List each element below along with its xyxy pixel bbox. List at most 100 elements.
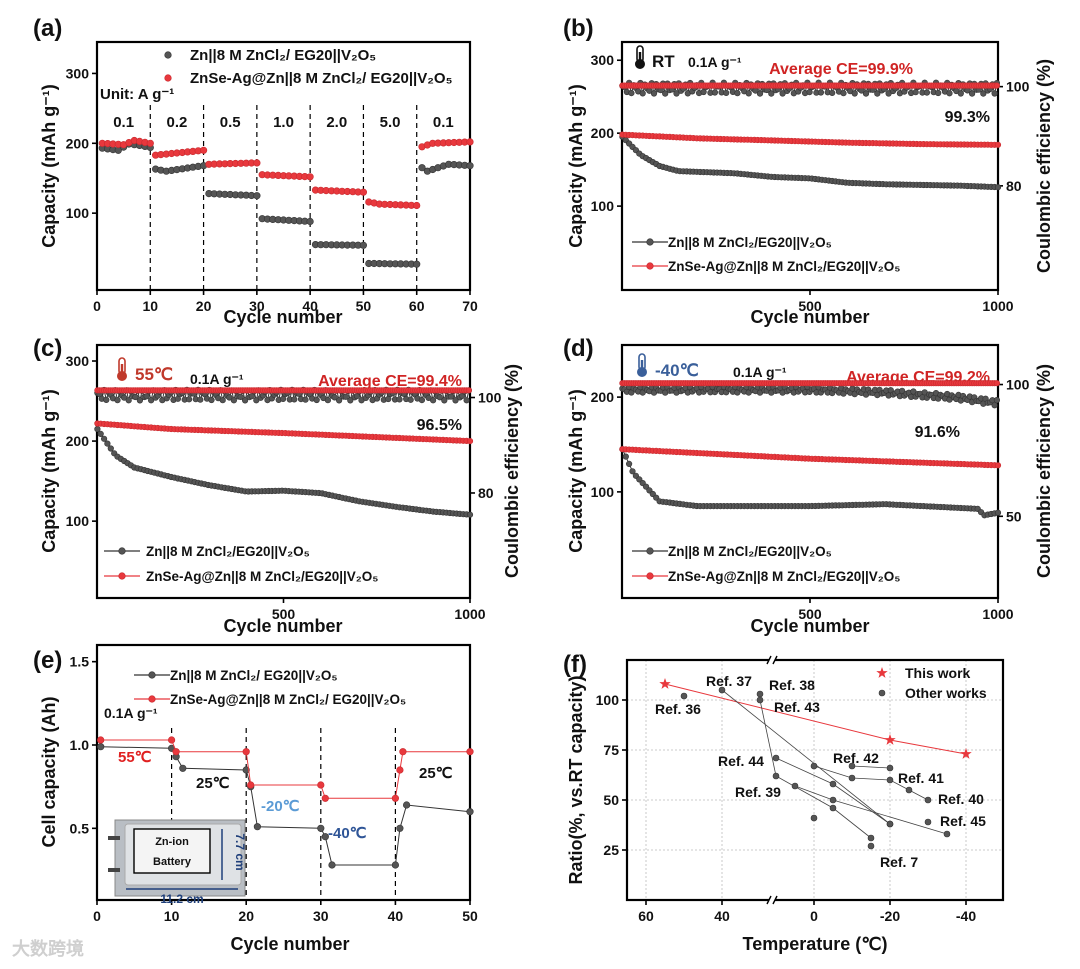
unit-label: Unit: A g⁻¹ bbox=[100, 86, 174, 103]
data-point bbox=[994, 141, 1002, 148]
data-point bbox=[768, 90, 775, 97]
panel-label: (b) bbox=[563, 15, 594, 42]
data-point bbox=[97, 736, 105, 744]
x-tick-label: 10 bbox=[164, 908, 180, 924]
data-point bbox=[943, 830, 951, 838]
data-point bbox=[396, 766, 404, 774]
data-point bbox=[306, 173, 314, 181]
data-point bbox=[711, 89, 719, 96]
height-label: 7.7 cm bbox=[233, 833, 247, 870]
legend-marker bbox=[646, 238, 654, 246]
legend-label: Zn||8 M ZnCl₂/ EG20||V₂O₅ bbox=[190, 47, 376, 64]
battery-label-line: Zn-ion bbox=[155, 836, 189, 848]
panel-a: (a) 0 10 20 30 40 50 60 70 100 200 300 Cycle number C… bbox=[33, 15, 478, 327]
data-point bbox=[791, 782, 799, 790]
thermometer-bulb bbox=[637, 367, 647, 377]
data-point bbox=[884, 734, 896, 745]
data-point bbox=[242, 766, 250, 774]
series-1 bbox=[94, 420, 474, 445]
y-axis-label: Cell capacity (Ah) bbox=[39, 696, 59, 847]
average-ce-label: Average CE=99.4% bbox=[318, 373, 462, 390]
legend-marker bbox=[646, 547, 654, 555]
plot-frame bbox=[625, 658, 1005, 902]
data-point bbox=[107, 445, 114, 452]
data-point bbox=[253, 192, 261, 200]
data-point bbox=[385, 395, 392, 403]
data-point bbox=[168, 736, 176, 744]
legend-marker bbox=[118, 547, 126, 555]
plot-frame bbox=[95, 643, 472, 902]
series-1 bbox=[98, 136, 474, 210]
data-point bbox=[662, 90, 669, 97]
legend-marker bbox=[646, 572, 654, 580]
data-point bbox=[313, 396, 320, 404]
rate-label: 1.0 bbox=[273, 114, 294, 131]
thermometer-level bbox=[640, 360, 644, 370]
series-ref-42: Ref. 42 bbox=[810, 750, 932, 804]
data-point bbox=[993, 380, 1001, 387]
legend-marker bbox=[164, 74, 172, 82]
data-point bbox=[143, 393, 150, 400]
reference-label: Ref. 7 bbox=[880, 854, 918, 870]
retention-label: 91.6% bbox=[915, 424, 960, 441]
data-point bbox=[957, 90, 964, 97]
rate-label: 0.1A g⁻¹ bbox=[190, 371, 244, 387]
y-tick-label: 0.5 bbox=[70, 820, 90, 836]
series-1 bbox=[619, 446, 1002, 469]
x-axis-label: Cycle number bbox=[750, 307, 869, 327]
y-tick-label: 200 bbox=[66, 433, 90, 449]
series-line bbox=[100, 739, 470, 799]
series-3 bbox=[94, 387, 473, 394]
panel-label: (f) bbox=[563, 651, 587, 678]
average-ce-label: Average CE=99.9% bbox=[769, 61, 913, 78]
data-point bbox=[756, 690, 764, 698]
data-point bbox=[772, 754, 780, 762]
series-ref-7: Ref. 7 bbox=[867, 842, 918, 870]
data-point bbox=[625, 460, 633, 468]
panel-label: (a) bbox=[33, 15, 62, 42]
data-point bbox=[466, 808, 474, 816]
series-this-work bbox=[659, 678, 972, 759]
series-ref-43: Ref. 43 bbox=[756, 696, 875, 842]
temperature-label: 55℃ bbox=[135, 365, 173, 384]
series-0 bbox=[97, 743, 474, 869]
data-point bbox=[230, 397, 237, 404]
series-0 bbox=[94, 426, 474, 518]
series-line bbox=[794, 785, 948, 835]
temperature-label: -40℃ bbox=[328, 825, 367, 842]
data-point bbox=[980, 90, 987, 97]
thermometer-bulb bbox=[635, 59, 645, 69]
data-point bbox=[905, 786, 913, 794]
reference-label: Ref. 37 bbox=[706, 673, 752, 689]
x-tick-label: 50 bbox=[356, 298, 372, 314]
panel-label: (d) bbox=[563, 335, 594, 362]
battery-tab bbox=[108, 836, 120, 840]
data-point bbox=[993, 397, 1001, 404]
data-point bbox=[466, 748, 474, 756]
y-tick-label: 300 bbox=[591, 52, 615, 68]
legend-marker bbox=[646, 262, 654, 270]
data-point bbox=[466, 438, 474, 445]
data-point bbox=[452, 397, 459, 404]
y-tick-label: 100 bbox=[596, 692, 620, 708]
data-point bbox=[810, 762, 818, 770]
data-point bbox=[342, 393, 349, 400]
data-point bbox=[317, 824, 325, 832]
y2-tick-label: 80 bbox=[478, 485, 494, 501]
data-point bbox=[391, 794, 400, 802]
x-tick-label: 30 bbox=[249, 298, 265, 314]
reference-label: Ref. 40 bbox=[938, 791, 984, 807]
data-point bbox=[197, 396, 204, 403]
x-tick-label: 70 bbox=[462, 298, 478, 314]
data-point bbox=[125, 397, 132, 404]
panel-c: (c) 500 1000 100 200 300 80 100 Cycle number Capa… bbox=[33, 335, 522, 636]
data-point bbox=[219, 397, 226, 404]
data-point bbox=[359, 241, 368, 249]
legend-label: ZnSe-Ag@Zn||8 M ZnCl₂/ EG20||V₂O₅ bbox=[190, 70, 453, 87]
data-point bbox=[136, 397, 143, 404]
y-tick-label: 100 bbox=[591, 484, 615, 500]
data-point bbox=[840, 90, 847, 97]
data-point bbox=[874, 90, 881, 97]
data-point bbox=[100, 435, 108, 442]
data-point bbox=[886, 764, 894, 772]
